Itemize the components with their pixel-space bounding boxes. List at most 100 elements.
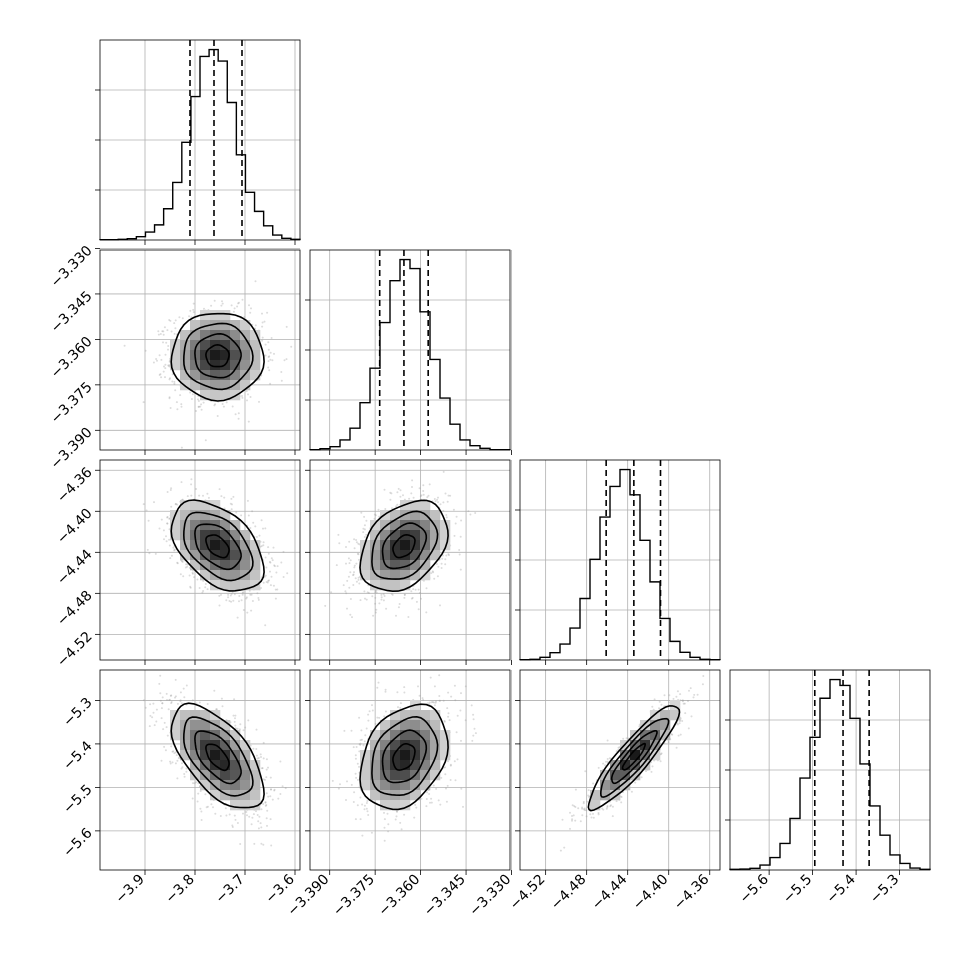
sample-point xyxy=(218,594,221,597)
sample-point xyxy=(394,818,397,821)
sample-point xyxy=(398,603,401,605)
sample-point xyxy=(166,522,169,525)
sample-point xyxy=(268,560,271,563)
sample-point xyxy=(174,762,177,765)
density-cell xyxy=(230,520,241,531)
sample-point xyxy=(164,363,167,366)
y-tick-label: −3.345 xyxy=(48,288,96,336)
sample-point xyxy=(330,591,333,594)
sample-point xyxy=(585,815,588,818)
sample-point xyxy=(383,818,386,821)
sample-point xyxy=(225,814,228,817)
sample-point xyxy=(577,807,580,810)
sample-point xyxy=(444,563,447,566)
sample-point xyxy=(670,733,673,736)
sample-point xyxy=(352,574,355,577)
sample-point xyxy=(410,597,413,600)
sample-point xyxy=(681,699,684,702)
sample-point xyxy=(260,826,263,829)
sample-point xyxy=(162,330,165,333)
sample-point xyxy=(157,333,160,336)
sample-point xyxy=(375,591,378,594)
sample-point xyxy=(385,607,388,610)
density-cell xyxy=(200,330,211,341)
sample-point xyxy=(243,316,246,319)
sample-point xyxy=(432,784,435,787)
density-cell xyxy=(640,720,651,731)
sample-point xyxy=(176,562,179,565)
density-cell xyxy=(410,740,421,751)
sample-point xyxy=(267,766,269,769)
sample-point xyxy=(382,599,385,602)
sample-point xyxy=(242,812,244,815)
sample-point xyxy=(227,596,230,599)
sample-point xyxy=(267,552,270,555)
density-cell xyxy=(400,570,411,581)
sample-point xyxy=(260,545,263,548)
density-cell xyxy=(230,360,241,371)
sample-point xyxy=(221,302,224,305)
sample-point xyxy=(383,811,385,814)
sample-point xyxy=(180,481,183,484)
sample-point xyxy=(414,588,417,591)
sample-point xyxy=(418,487,421,490)
y-tick-label: −5.5 xyxy=(60,782,95,817)
sample-point xyxy=(182,687,185,690)
contour-level-0 xyxy=(205,343,230,368)
x-tick-label: −5.4 xyxy=(824,871,859,906)
sample-point xyxy=(659,760,662,763)
sample-point xyxy=(179,573,182,576)
sample-point xyxy=(172,546,175,549)
sample-point xyxy=(162,728,165,731)
sample-point xyxy=(204,586,207,589)
density-cell xyxy=(440,730,451,741)
sample-point xyxy=(443,720,446,723)
sample-point xyxy=(241,593,244,596)
sample-point xyxy=(412,588,415,591)
x-tick-label: −3.360 xyxy=(375,872,423,920)
density-cell xyxy=(240,350,251,361)
sample-point xyxy=(374,514,377,517)
sample-point xyxy=(202,579,205,582)
sample-point xyxy=(153,724,156,727)
sample-point xyxy=(271,359,274,362)
sample-point xyxy=(284,787,287,790)
panel-content xyxy=(331,674,477,842)
sample-point xyxy=(179,699,182,702)
sample-point xyxy=(658,707,660,710)
density-cell xyxy=(190,710,201,721)
sample-point xyxy=(160,376,163,379)
sample-point xyxy=(353,791,356,794)
sample-point xyxy=(261,312,263,315)
sample-point xyxy=(583,807,586,810)
density-cell xyxy=(430,750,441,761)
sample-point xyxy=(144,349,147,352)
density-cell xyxy=(620,770,631,781)
sample-point xyxy=(387,830,390,833)
sample-point xyxy=(163,721,166,724)
axis-frame xyxy=(729,669,931,871)
sample-point xyxy=(403,596,406,599)
sample-point xyxy=(264,574,267,577)
sample-point xyxy=(454,699,457,702)
density-cell xyxy=(410,500,421,511)
sample-point xyxy=(261,336,264,339)
sample-point xyxy=(422,493,425,496)
sample-point xyxy=(248,304,250,307)
density-cell xyxy=(400,510,411,521)
sample-point xyxy=(234,727,237,730)
sample-point xyxy=(357,576,360,579)
sample-point xyxy=(191,393,194,396)
sample-point xyxy=(592,816,595,819)
sample-point xyxy=(347,557,350,560)
sample-point xyxy=(615,800,618,803)
sample-point xyxy=(363,536,366,538)
sample-point xyxy=(676,690,679,693)
density-cell xyxy=(240,380,251,391)
sample-point xyxy=(266,311,269,314)
sample-point xyxy=(428,701,431,704)
density-cell xyxy=(400,580,411,591)
sample-point xyxy=(571,818,574,821)
sample-point xyxy=(220,697,223,700)
sample-point xyxy=(197,405,200,408)
